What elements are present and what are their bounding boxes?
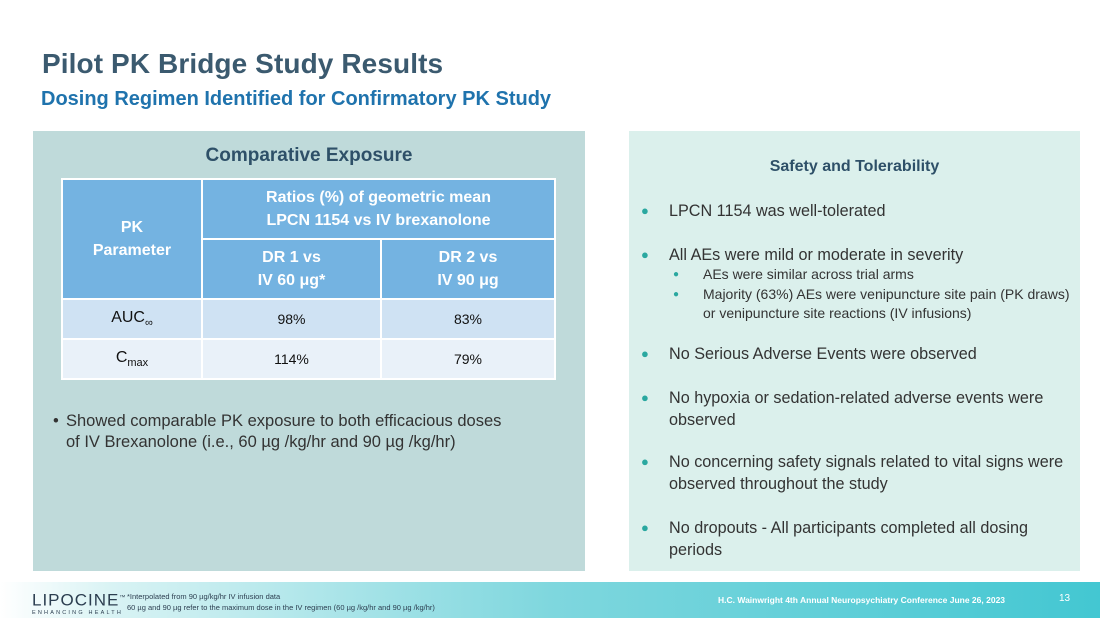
list-item: ● All AEs were mild or moderate in sever… (641, 246, 964, 264)
lipocine-logo: LIPOCINE™ ENHANCING HEALTH (32, 590, 127, 616)
page-subtitle: Dosing Regimen Identified for Confirmato… (41, 88, 552, 110)
row-param-auc: AUC∞ (61, 298, 203, 340)
row-dr1-value: 114% (201, 338, 382, 380)
table-row: AUC∞ 98% 83% (61, 298, 556, 340)
exposure-summary-text: Showed comparable PK exposure to both ef… (66, 412, 502, 451)
row-dr1-value: 98% (201, 298, 382, 340)
list-item: ● No concerning safety signals related t… (641, 453, 1064, 493)
dr2-column-header: DR 2 vs IV 90 μg (380, 238, 556, 300)
table-row: Cmax 114% 79% (61, 338, 556, 380)
pk-ratio-table: PK Parameter Ratios (%) of geometric mea… (61, 178, 556, 380)
safety-panel: Safety and Tolerability ● LPCN 1154 was … (629, 131, 1080, 571)
bullet-icon: ● (641, 390, 649, 405)
bullet-icon: ● (641, 203, 649, 218)
list-item: ● No dropouts - All participants complet… (641, 519, 1029, 559)
comparative-exposure-panel: Comparative Exposure PK Parameter Ratios… (33, 131, 585, 571)
conference-label: H.C. Wainwright 4th Annual Neuropsychiat… (718, 595, 1006, 605)
bullet-icon: ● (673, 269, 680, 280)
row-dr2-value: 83% (380, 298, 556, 340)
bullet-icon: ● (673, 289, 680, 300)
page-number: 13 (1059, 593, 1071, 604)
dr1-column-header: DR 1 vs IV 60 μg* (201, 238, 382, 300)
exposure-summary-bullet: • Showed comparable PK exposure to both … (53, 411, 513, 453)
list-subitem: ● AEs were similar across trial arms (673, 266, 914, 282)
ratio-header: Ratios (%) of geometric mean LPCN 1154 v… (201, 178, 556, 240)
footer-bar: LIPOCINE™ ENHANCING HEALTH *Interpolated… (0, 582, 1100, 618)
bullet-icon: ● (641, 520, 649, 535)
list-item: ● LPCN 1154 was well-tolerated (641, 202, 886, 220)
pk-parameter-header: PK Parameter (61, 178, 203, 300)
row-dr2-value: 79% (380, 338, 556, 380)
bullet-icon: ● (641, 247, 649, 262)
list-subitem: ● Majority (63%) AEs were venipuncture s… (673, 286, 1070, 321)
row-param-cmax: Cmax (61, 338, 203, 380)
bullet-icon: ● (641, 454, 649, 469)
comparative-exposure-title: Comparative Exposure (205, 145, 413, 166)
safety-title: Safety and Tolerability (769, 158, 940, 175)
footnotes: *Interpolated from 90 µg/kg/hr IV infusi… (127, 592, 435, 612)
bullet-icon: • (53, 412, 59, 430)
bullet-icon: ● (641, 346, 649, 361)
page-title: Pilot PK Bridge Study Results (42, 48, 444, 79)
list-item: ● No Serious Adverse Events were observe… (641, 345, 977, 363)
list-item: ● No hypoxia or sedation-related adverse… (641, 389, 1044, 429)
